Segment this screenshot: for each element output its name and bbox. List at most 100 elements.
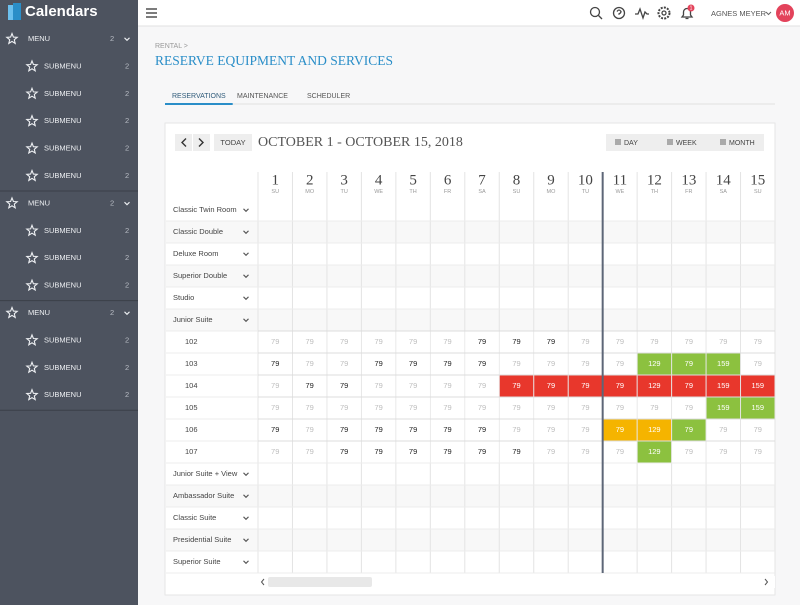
scroll-thumb[interactable] xyxy=(268,577,372,587)
cell[interactable] xyxy=(327,353,361,375)
cell[interactable] xyxy=(327,397,361,419)
category-label[interactable]: Presidential Suite xyxy=(173,535,231,544)
cell[interactable] xyxy=(568,331,603,353)
submenu-label[interactable]: SUBMENU xyxy=(44,281,82,290)
view-button[interactable]: MONTH xyxy=(729,140,755,147)
cell[interactable] xyxy=(637,353,672,375)
category-caret[interactable] xyxy=(243,252,249,257)
next-button[interactable] xyxy=(193,134,210,151)
tab[interactable]: SCHEDULER xyxy=(307,93,350,100)
view-button[interactable]: DAY xyxy=(624,140,638,147)
cell[interactable] xyxy=(568,375,603,397)
category-label[interactable]: Studio xyxy=(173,293,194,302)
cell[interactable] xyxy=(706,353,741,375)
cell[interactable] xyxy=(637,397,672,419)
today-button[interactable] xyxy=(214,134,252,151)
tab[interactable]: RESERVATIONS xyxy=(172,93,226,100)
cell[interactable] xyxy=(534,397,568,419)
cell[interactable] xyxy=(465,331,499,353)
scroll-right[interactable] xyxy=(764,578,769,586)
cell[interactable] xyxy=(292,375,327,397)
cell[interactable] xyxy=(534,419,568,441)
menu-label[interactable]: MENU xyxy=(28,198,50,207)
submenu-label[interactable]: SUBMENU xyxy=(44,171,82,180)
cell[interactable] xyxy=(672,375,706,397)
category-caret[interactable] xyxy=(243,560,249,565)
cell[interactable] xyxy=(361,375,396,397)
category-caret[interactable] xyxy=(243,472,249,477)
activity-icon[interactable] xyxy=(635,7,649,21)
submenu-label[interactable]: SUBMENU xyxy=(44,116,82,125)
cell[interactable] xyxy=(603,353,637,375)
category-caret[interactable] xyxy=(243,296,249,301)
submenu-label[interactable]: SUBMENU xyxy=(44,61,82,70)
menu-caret[interactable] xyxy=(124,311,130,316)
cell[interactable] xyxy=(706,375,741,397)
cell[interactable] xyxy=(327,441,361,463)
cell[interactable] xyxy=(706,419,741,441)
cell[interactable] xyxy=(741,353,775,375)
submenu-label[interactable]: SUBMENU xyxy=(44,226,82,235)
category-label[interactable]: Junior Suite + View xyxy=(173,469,238,478)
cell[interactable] xyxy=(741,419,775,441)
cell[interactable] xyxy=(499,397,534,419)
cell[interactable] xyxy=(568,397,603,419)
cell[interactable] xyxy=(568,353,603,375)
submenu-label[interactable]: SUBMENU xyxy=(44,363,82,372)
cell[interactable] xyxy=(258,397,292,419)
category-caret[interactable] xyxy=(243,274,249,279)
category-label[interactable]: Superior Double xyxy=(173,271,227,280)
cell[interactable] xyxy=(672,419,706,441)
cell[interactable] xyxy=(603,375,637,397)
cell[interactable] xyxy=(706,397,741,419)
cell[interactable] xyxy=(603,397,637,419)
cell[interactable] xyxy=(637,331,672,353)
cell[interactable] xyxy=(499,441,534,463)
cell[interactable] xyxy=(603,441,637,463)
cell[interactable] xyxy=(396,331,430,353)
cell[interactable] xyxy=(465,397,499,419)
cell[interactable] xyxy=(534,375,568,397)
cell[interactable] xyxy=(741,397,775,419)
cell[interactable] xyxy=(534,441,568,463)
menu-label[interactable]: MENU xyxy=(28,34,50,43)
cell[interactable] xyxy=(292,331,327,353)
cell[interactable] xyxy=(637,419,672,441)
category-caret[interactable] xyxy=(243,494,249,499)
menu-caret[interactable] xyxy=(124,37,130,42)
category-label[interactable]: Classic Double xyxy=(173,227,223,236)
cell[interactable] xyxy=(741,375,775,397)
cell[interactable] xyxy=(534,331,568,353)
cell[interactable] xyxy=(603,419,637,441)
scroll-left[interactable] xyxy=(260,578,265,586)
category-label[interactable]: Superior Suite xyxy=(173,557,221,566)
category-caret[interactable] xyxy=(243,208,249,213)
user-name[interactable]: AGNES MEYER xyxy=(711,9,767,18)
cell[interactable] xyxy=(361,353,396,375)
category-label[interactable]: Classic Twin Room xyxy=(173,205,237,214)
submenu-label[interactable]: SUBMENU xyxy=(44,144,82,153)
prev-button[interactable] xyxy=(175,134,192,151)
cell[interactable] xyxy=(292,353,327,375)
cell[interactable] xyxy=(258,375,292,397)
category-caret[interactable] xyxy=(243,230,249,235)
menu-label[interactable]: MENU xyxy=(28,308,50,317)
cell[interactable] xyxy=(292,441,327,463)
category-caret[interactable] xyxy=(243,538,249,543)
cell[interactable] xyxy=(292,397,327,419)
cell[interactable] xyxy=(637,441,672,463)
cell[interactable] xyxy=(706,441,741,463)
cell[interactable] xyxy=(430,419,465,441)
help-icon[interactable] xyxy=(612,6,626,20)
cell[interactable] xyxy=(430,397,465,419)
category-label[interactable]: Ambassador Suite xyxy=(173,491,234,500)
cell[interactable] xyxy=(258,419,292,441)
cell[interactable] xyxy=(465,375,499,397)
cell[interactable] xyxy=(396,353,430,375)
cell[interactable] xyxy=(499,353,534,375)
cell[interactable] xyxy=(327,419,361,441)
cell[interactable] xyxy=(361,397,396,419)
search-icon[interactable] xyxy=(589,6,603,20)
view-button[interactable]: WEEK xyxy=(676,140,697,147)
cell[interactable] xyxy=(258,353,292,375)
